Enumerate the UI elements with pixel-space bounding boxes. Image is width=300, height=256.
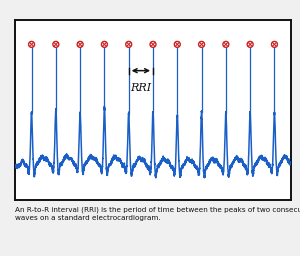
Ellipse shape <box>223 41 229 47</box>
Ellipse shape <box>174 41 180 47</box>
Ellipse shape <box>77 41 83 47</box>
Ellipse shape <box>126 41 132 47</box>
Ellipse shape <box>272 41 278 47</box>
Ellipse shape <box>101 41 107 47</box>
Text: RRI: RRI <box>130 83 152 93</box>
Ellipse shape <box>150 41 156 47</box>
Ellipse shape <box>53 41 59 47</box>
Text: An R-to-R interval (RRI) is the period of time between the peaks of two consecut: An R-to-R interval (RRI) is the period o… <box>15 206 300 221</box>
Ellipse shape <box>199 41 205 47</box>
Ellipse shape <box>247 41 253 47</box>
Ellipse shape <box>28 41 34 47</box>
